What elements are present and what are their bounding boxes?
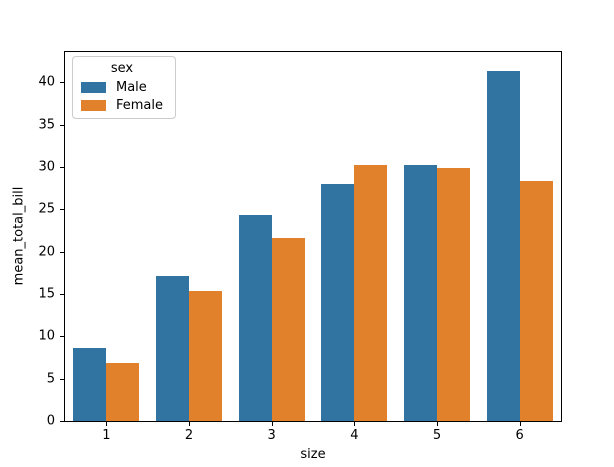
- bar-male-size-5: [403, 165, 437, 421]
- legend-label-female: Female: [116, 98, 164, 113]
- y-tick-0: [60, 421, 65, 422]
- y-tick-30: [60, 167, 65, 169]
- x-tick-2: [189, 421, 190, 426]
- bar-female-size-5: [437, 167, 471, 421]
- y-tick-40: [60, 82, 65, 84]
- y-tick-5: [60, 378, 65, 380]
- male-color-swatch: [81, 82, 106, 93]
- legend-label-male: Male: [116, 80, 147, 95]
- x-tick-6: [519, 421, 521, 426]
- bar-female-size-3: [271, 238, 305, 421]
- bar-male-size-4: [321, 184, 355, 421]
- legend: sex Male Female: [72, 56, 177, 119]
- y-tick-15: [60, 294, 65, 296]
- bar-female-size-2: [189, 290, 223, 421]
- x-tick-label-5: 5: [432, 428, 442, 443]
- bar-male-size-1: [73, 348, 107, 421]
- y-tick-label-10: 10: [38, 328, 55, 344]
- y-tick-25: [60, 209, 65, 211]
- legend-entry-male: Male: [81, 81, 163, 94]
- x-tick-1: [106, 421, 108, 426]
- bar-male-size-2: [155, 276, 189, 421]
- bar-female-size-1: [106, 363, 140, 421]
- y-axis-label: mean_total_bill: [11, 186, 27, 286]
- legend-title: sex: [110, 61, 134, 76]
- bar-male-size-6: [486, 71, 520, 421]
- legend-entry-female: Female: [81, 99, 163, 112]
- bar-female-size-6: [519, 180, 553, 421]
- y-tick-label-5: 5: [46, 371, 55, 387]
- female-color-swatch: [81, 100, 106, 111]
- x-tick-label-1: 1: [102, 428, 111, 443]
- x-tick-label-2: 2: [184, 428, 194, 443]
- y-tick-10: [60, 336, 65, 338]
- x-tick-label-6: 6: [515, 428, 524, 443]
- y-tick-label-40: 40: [38, 74, 55, 90]
- x-axis-label: size: [300, 447, 326, 462]
- y-tick-label-25: 25: [38, 201, 55, 217]
- bar-female-size-4: [354, 165, 388, 421]
- bar-male-size-3: [238, 215, 272, 421]
- x-tick-3: [271, 421, 273, 426]
- x-tick-4: [354, 421, 356, 426]
- y-tick-35: [60, 124, 65, 126]
- plot-area: size sex Male Female 0 5 10 15 20 25 30 35 40 1 2 3…: [38, 51, 562, 461]
- x-tick-label-3: 3: [267, 428, 276, 443]
- y-tick-label-15: 15: [38, 286, 55, 302]
- x-tick-label-4: 4: [350, 428, 359, 443]
- y-tick-label-30: 30: [38, 159, 55, 175]
- y-tick-label-0: 0: [46, 413, 55, 429]
- y-tick-label-20: 20: [38, 244, 55, 260]
- x-tick-5: [437, 421, 438, 426]
- y-tick-label-35: 35: [38, 117, 55, 133]
- y-tick-20: [60, 251, 65, 253]
